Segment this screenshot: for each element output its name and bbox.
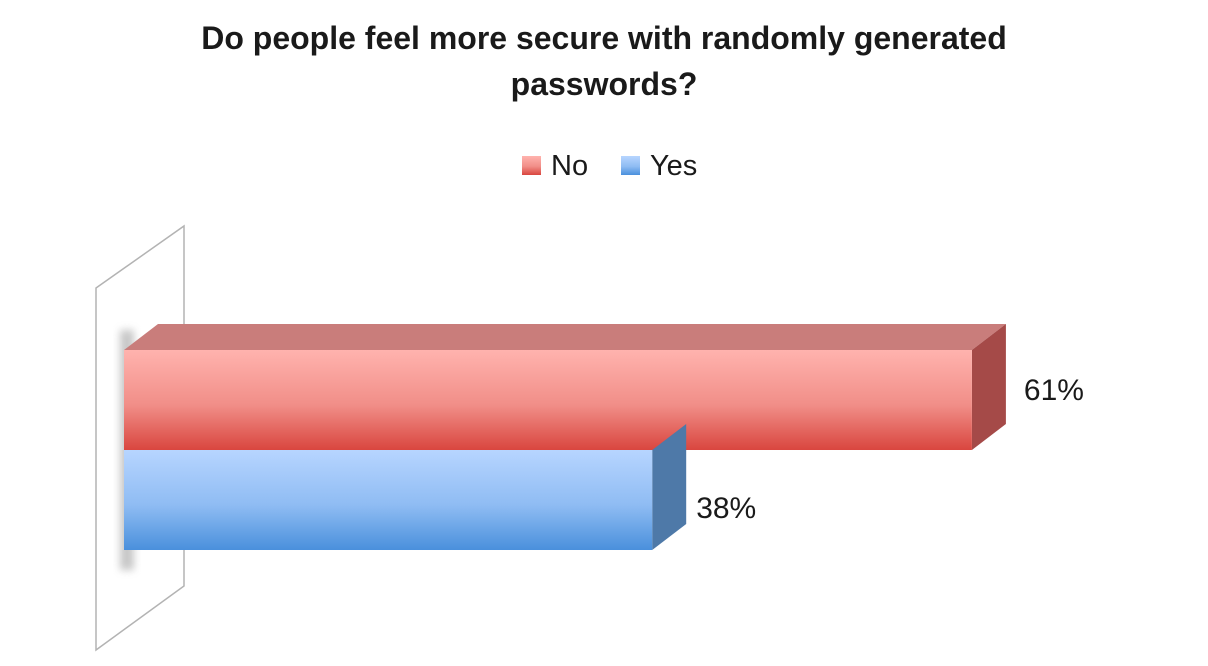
legend-item-yes: Yes xyxy=(621,150,697,182)
bar-group-yes: 38% xyxy=(124,424,756,550)
data-label-no: 61% xyxy=(1024,374,1084,407)
chart-title-line-2: passwords? xyxy=(510,66,698,102)
bar-no-side xyxy=(971,324,1006,450)
legend-label-yes: Yes xyxy=(650,150,697,182)
bar-group-no: 61% xyxy=(124,324,1084,450)
legend-label-no: No xyxy=(551,150,588,182)
legend-item-no: No xyxy=(522,150,588,182)
legend: No Yes xyxy=(522,150,697,182)
bar-no-top xyxy=(124,324,1006,350)
chart-title-line-1: Do people feel more secure with randomly… xyxy=(201,20,1007,56)
data-label-yes: 38% xyxy=(696,492,756,525)
legend-swatch-no xyxy=(522,156,541,175)
bar-yes-side xyxy=(652,424,687,550)
bar-yes xyxy=(124,450,653,550)
legend-swatch-yes xyxy=(621,156,640,175)
bar-no xyxy=(124,350,972,450)
